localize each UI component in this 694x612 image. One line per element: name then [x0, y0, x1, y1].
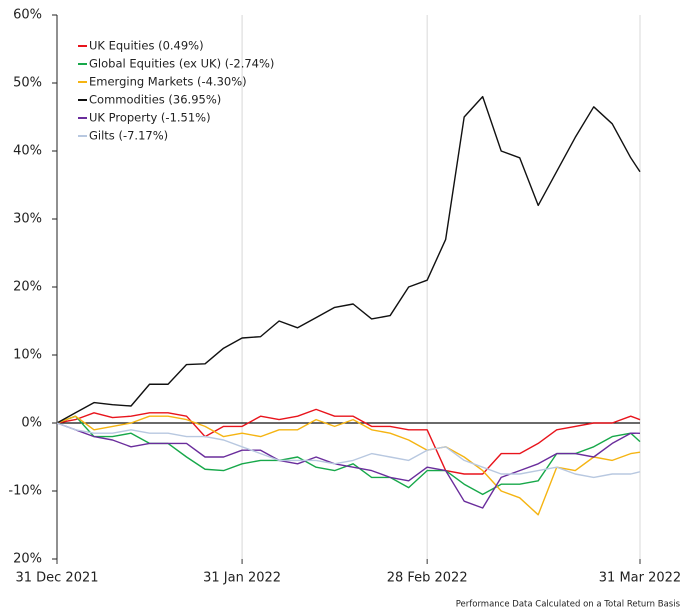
- series-line: [56, 408, 641, 475]
- x-tick-label: 31 Jan 2022: [203, 571, 281, 586]
- series-line: [56, 422, 641, 479]
- y-tick-label: 0%: [21, 416, 42, 431]
- x-tick-label: 28 Feb 2022: [387, 571, 468, 586]
- y-tick-label: 20%: [13, 280, 42, 295]
- x-tick-label: 31 Mar 2022: [599, 571, 681, 586]
- legend-label: Gilts (-7.17%): [89, 129, 168, 143]
- y-tick-label: -10%: [8, 484, 42, 499]
- series-line: [56, 95, 641, 424]
- x-tick-label: 31 Dec 2021: [15, 571, 98, 586]
- legend-label: Global Equities (ex UK) (-2.74%): [89, 57, 274, 71]
- series-line: [56, 422, 641, 509]
- y-tick-label: 10%: [13, 348, 42, 363]
- footnote: Performance Data Calculated on a Total R…: [456, 600, 681, 610]
- y-tick-label: 40%: [13, 144, 42, 159]
- y-tick-label: 60%: [13, 8, 42, 23]
- y-tick-label: 30%: [13, 212, 42, 227]
- legend-label: UK Equities (0.49%): [89, 39, 204, 53]
- y-tick-label: 20%: [13, 552, 42, 567]
- series-line: [56, 415, 641, 516]
- legend-label: UK Property (-1.51%): [89, 111, 211, 125]
- legend-label: Emerging Markets (-4.30%): [89, 75, 247, 89]
- y-tick-label: 50%: [13, 76, 42, 91]
- legend-label: Commodities (36.95%): [89, 93, 221, 107]
